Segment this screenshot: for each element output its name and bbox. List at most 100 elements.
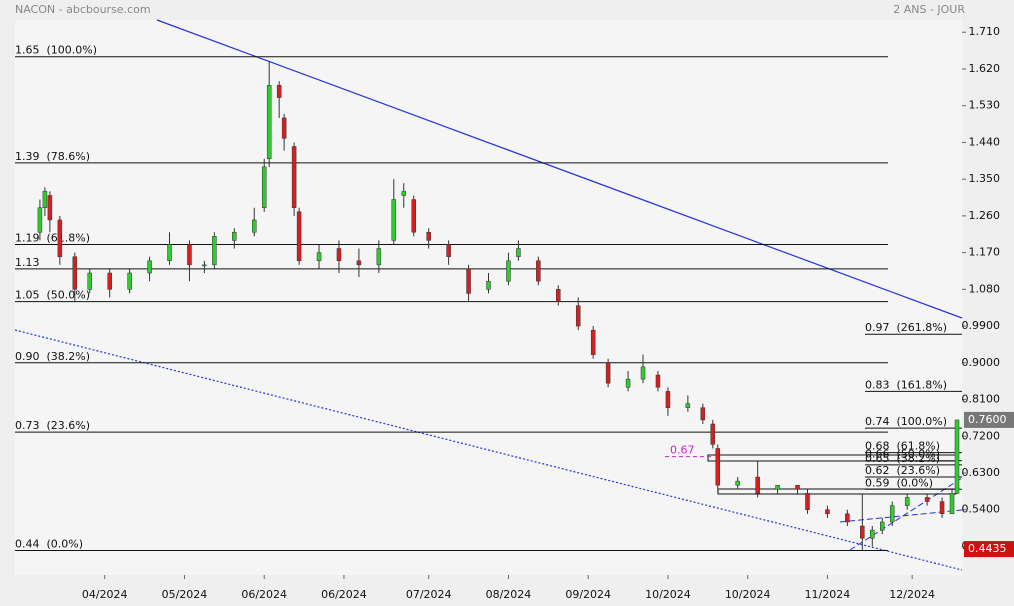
- candle-body: [251, 219, 257, 233]
- candle-body: [655, 374, 661, 388]
- y-tick-label: 0.9000: [962, 356, 1001, 369]
- candle-body: [47, 195, 53, 221]
- candle-body: [775, 484, 780, 490]
- x-tick-label: 07/2024: [406, 588, 452, 601]
- y-tick-label: 1.350: [969, 172, 1001, 185]
- candle-body: [954, 419, 960, 494]
- candle-body: [167, 244, 172, 262]
- y-tick-label: 1.710: [969, 25, 1001, 38]
- candle-body: [575, 305, 581, 327]
- candle-body: [291, 146, 297, 208]
- candle-body: [625, 378, 631, 388]
- trend-line: [156, 19, 963, 319]
- fib-label: 0.66 (50.0%): [865, 448, 940, 461]
- candle-body: [715, 448, 721, 486]
- y-tick-label: 0.6300: [962, 466, 1001, 479]
- y-tick-label: 0.8100: [962, 393, 1001, 406]
- candle-body: [57, 219, 63, 257]
- annotation-label: 0.67: [670, 444, 695, 457]
- fib-label: 1.65 (100.0%): [15, 44, 97, 57]
- candle-body: [281, 117, 287, 139]
- candle-body: [276, 85, 282, 98]
- candle-body: [710, 423, 716, 445]
- candle-body: [486, 280, 491, 290]
- candle-body: [316, 252, 322, 262]
- candle-body: [556, 289, 561, 302]
- low-price-box: [964, 541, 1014, 558]
- chart-subtitle: 2 ANS - JOUR: [893, 3, 965, 16]
- fib-label: 0.83 (161.8%): [865, 378, 947, 391]
- candle-body: [232, 231, 237, 241]
- candle-body: [880, 521, 885, 531]
- candle-body: [107, 272, 112, 290]
- plot-area: [15, 20, 962, 575]
- candle-body: [391, 199, 397, 241]
- channel-line: [849, 477, 963, 551]
- fib-label: 1.13: [15, 256, 40, 269]
- candle-body: [516, 248, 521, 257]
- fib-label: 0.59 (0.0%): [865, 476, 933, 489]
- candle-body: [685, 403, 691, 408]
- y-tick-label: 0.7200: [962, 429, 1001, 442]
- fib-label: 0.73 (23.6%): [15, 419, 90, 432]
- y-tick-label: 1.620: [969, 62, 1001, 75]
- fib-label: 0.62 (23.6%): [865, 464, 940, 477]
- x-tick-label: 06/2024: [241, 588, 287, 601]
- last-price-label: 0.7600: [968, 413, 1007, 426]
- candle-body: [845, 513, 850, 523]
- candle-body: [860, 525, 865, 539]
- y-tick-label: 0.5400: [962, 503, 1001, 516]
- candle-body: [536, 260, 541, 282]
- candle-body: [296, 211, 302, 262]
- candle-body: [590, 329, 596, 355]
- last-price-box: [964, 411, 1014, 428]
- x-tick-label: 04/2024: [82, 588, 128, 601]
- y-tick-label: 1.170: [969, 246, 1001, 259]
- candle-body: [37, 207, 43, 233]
- candle-body: [506, 260, 511, 282]
- fib-label: 0.65 (38.2%): [865, 452, 940, 465]
- x-tick-label: 06/2024: [321, 588, 367, 601]
- candle-body: [356, 260, 362, 266]
- candle-body: [187, 244, 192, 266]
- y-tick-label: 1.080: [969, 282, 1001, 295]
- candle-body: [605, 362, 611, 384]
- candle-body: [42, 191, 48, 208]
- candle-body: [87, 272, 93, 290]
- candle-body: [904, 497, 910, 506]
- trend-line-dotted: [14, 329, 963, 571]
- y-tick-label: 1.260: [969, 209, 1001, 222]
- candle-body: [735, 480, 740, 486]
- candle-body: [261, 166, 267, 208]
- candle-body: [147, 260, 152, 274]
- fib-label: 0.44 (0.0%): [15, 538, 83, 551]
- candle-body: [336, 248, 342, 262]
- x-tick-label: 10/2024: [725, 588, 771, 601]
- candle-body: [700, 407, 706, 421]
- candle-body: [446, 244, 451, 257]
- candle-body: [266, 85, 272, 159]
- candle-body: [949, 493, 955, 515]
- candle-body: [202, 264, 207, 267]
- fib-label: 1.05 (50.0%): [15, 289, 90, 302]
- fib-label: 1.19 (61.8%): [15, 231, 90, 244]
- candle-body: [939, 501, 945, 515]
- candle-body: [127, 272, 132, 290]
- y-tick-label: 1.530: [969, 99, 1001, 112]
- y-tick-label: 1.440: [969, 135, 1001, 148]
- candle-body: [466, 268, 471, 294]
- x-tick-label: 08/2024: [486, 588, 532, 601]
- candle-body: [665, 391, 671, 408]
- x-tick-label: 12/2024: [889, 588, 935, 601]
- candle-body: [426, 231, 431, 241]
- fib-label: 0.90 (38.2%): [15, 350, 90, 363]
- candle-body: [212, 236, 217, 266]
- candle-body: [376, 248, 382, 266]
- fib-label: 0.74 (100.0%): [865, 415, 947, 428]
- candle-body: [795, 484, 800, 490]
- x-tick-label: 11/2024: [805, 588, 851, 601]
- y-tick-label: 0.9900: [962, 319, 1001, 332]
- chart-title: NACON - abcbourse.com: [15, 3, 151, 16]
- candle-body: [411, 199, 416, 233]
